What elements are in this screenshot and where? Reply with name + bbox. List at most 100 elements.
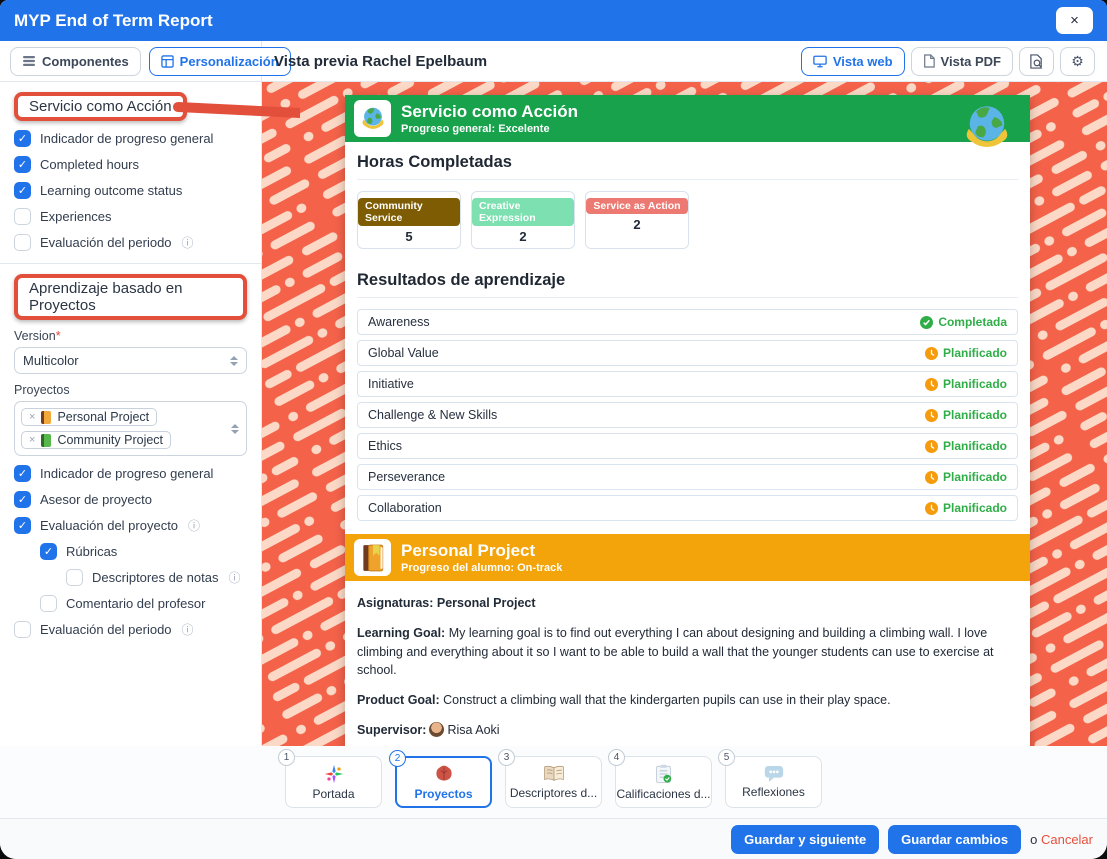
report-steps-bar: 1 Portada 2 Proyectos 3 Descriptores d..…: [0, 746, 1107, 818]
checkbox-checked[interactable]: ✓: [14, 491, 31, 508]
remove-tag-icon[interactable]: ×: [29, 411, 36, 423]
checkbox-unchecked[interactable]: [14, 621, 31, 638]
hours-section-heading: Horas Completadas: [357, 144, 1018, 180]
checkbox-label: Experiences: [40, 209, 112, 224]
clock-icon: [925, 409, 938, 422]
saa-banner-subtitle: Progreso general: Excelente: [401, 122, 550, 135]
close-button[interactable]: ×: [1056, 7, 1093, 34]
brain-icon: [434, 764, 454, 784]
hour-value: 2: [633, 217, 641, 232]
supervisor-avatar: [429, 721, 445, 737]
gear-icon: ⚙: [1071, 52, 1084, 69]
modal-title: MYP End of Term Report: [14, 10, 213, 30]
version-value: Multicolor: [23, 353, 79, 368]
layers-icon: [22, 55, 36, 67]
step-portada[interactable]: 1 Portada: [278, 749, 382, 808]
checkbox-label: Indicador de progreso general: [40, 466, 214, 481]
hour-value: 5: [405, 229, 413, 244]
report-card: Servicio como Acción Progreso general: E…: [345, 95, 1030, 746]
checkbox-row: ✓ Evaluación del proyecto ⓘ: [14, 517, 247, 534]
tab-personalizacion[interactable]: Personalización: [148, 46, 291, 76]
outcome-label: Awareness: [368, 315, 430, 329]
save-and-next-button[interactable]: Guardar y siguiente: [731, 824, 880, 854]
outcome-row: Ethics Planificado: [357, 433, 1018, 459]
step-calificaciones[interactable]: 4 Calificaciones d...: [608, 749, 712, 808]
step-number: 4: [608, 749, 625, 766]
checkbox-unchecked[interactable]: [66, 569, 83, 586]
step-proyectos[interactable]: 2 Proyectos: [389, 750, 492, 808]
settings-button[interactable]: ⚙: [1060, 46, 1095, 76]
checkbox-row: Evaluación del periodo ⓘ: [14, 234, 247, 251]
checkbox-unchecked[interactable]: [14, 208, 31, 225]
modal-footer: Guardar y siguiente Guardar cambios o Ca…: [0, 818, 1107, 859]
proyectos-label: Proyectos: [14, 383, 70, 397]
cancel-link[interactable]: Cancelar: [1040, 831, 1093, 847]
globe-hands-watermark-icon: [958, 99, 1016, 157]
hour-card: Service as Action 2: [585, 191, 689, 249]
monitor-icon: [813, 55, 827, 68]
checkbox-row: ✓ Indicador de progreso general: [14, 130, 247, 147]
outcome-row: Challenge & New Skills Planificado: [357, 402, 1018, 428]
tab-personalizacion-label: Personalización: [179, 53, 279, 69]
step-reflexiones[interactable]: 5 Reflexiones: [718, 749, 822, 808]
project-banner-title: Personal Project: [401, 541, 536, 561]
pdf-file-icon: [923, 54, 935, 68]
clock-icon: [925, 471, 938, 484]
customization-sidebar: Servicio como Acción ✓ Indicador de prog…: [0, 82, 262, 746]
proyectos-multiselect[interactable]: × Personal Project × Community Project: [14, 401, 247, 456]
outcome-status: Planificado: [925, 501, 1007, 515]
checkbox-row: ✓ Indicador de progreso general: [14, 465, 247, 482]
checkbox-checked[interactable]: ✓: [14, 130, 31, 147]
checkbox-checked[interactable]: ✓: [14, 182, 31, 199]
project-banner: Personal Project Progreso del alumno: On…: [345, 534, 1030, 581]
outcome-label: Ethics: [368, 439, 403, 453]
checkbox-label: Evaluación del proyecto: [40, 518, 179, 533]
checkbox-label: Descriptores de notas: [92, 570, 219, 585]
hours-cards: Community Service 5 Creative Expression …: [357, 191, 1018, 249]
checkbox-checked[interactable]: ✓: [40, 543, 57, 560]
report-preview-area: Servicio como Acción Progreso general: E…: [262, 82, 1107, 746]
project-tag: × Personal Project: [21, 408, 158, 426]
toolbar-right: Vista previa Rachel Epelbaum Vista web V…: [262, 41, 1107, 81]
hour-badge: Creative Expression: [472, 198, 574, 226]
vista-web-button[interactable]: Vista web: [800, 46, 905, 76]
checkbox-row: Comentario del profesor: [40, 595, 247, 612]
clipboard-check-icon: [654, 764, 673, 784]
clock-icon: [925, 347, 938, 360]
step-number: 3: [498, 749, 515, 766]
project-tag-label: Personal Project: [57, 410, 150, 424]
preview-search-button[interactable]: [1019, 46, 1054, 76]
outcome-status: Planificado: [925, 408, 1007, 422]
required-mark: *: [55, 329, 61, 343]
check-icon: ✓: [17, 133, 28, 145]
toolbar-left: Componentes Personalización: [0, 41, 291, 81]
checkbox-label: Asesor de proyecto: [40, 492, 153, 507]
version-label: Version*: [14, 329, 61, 343]
outcome-label: Challenge & New Skills: [368, 408, 498, 422]
step-descriptores[interactable]: 3 Descriptores d...: [498, 749, 602, 808]
outcome-status: Planificado: [925, 346, 1007, 360]
outcome-label: Global Value: [368, 346, 439, 360]
check-icon: ✓: [43, 546, 54, 558]
checkbox-unchecked[interactable]: [40, 595, 57, 612]
info-icon: ⓘ: [181, 236, 194, 250]
save-changes-button[interactable]: Guardar cambios: [888, 824, 1022, 854]
checkbox-checked[interactable]: ✓: [14, 156, 31, 173]
project-banner-subtitle: Progreso del alumno: On-track: [401, 561, 563, 574]
checkbox-label: Learning outcome status: [40, 183, 183, 198]
saa-banner-title: Servicio como Acción: [401, 102, 578, 122]
outcome-label: Initiative: [368, 377, 414, 391]
vista-pdf-button[interactable]: Vista PDF: [910, 46, 1013, 76]
preview-title: Vista previa Rachel Epelbaum: [274, 52, 488, 70]
outcome-row: Awareness Completada: [357, 309, 1018, 335]
step-number: 2: [389, 750, 406, 767]
checkbox-checked[interactable]: ✓: [14, 465, 31, 482]
tab-componentes[interactable]: Componentes: [10, 46, 141, 76]
main-area: Servicio como Acción ✓ Indicador de prog…: [0, 82, 1107, 746]
checkbox-unchecked[interactable]: [14, 234, 31, 251]
version-select[interactable]: Multicolor: [14, 347, 247, 374]
remove-tag-icon[interactable]: ×: [29, 434, 36, 446]
checkbox-checked[interactable]: ✓: [14, 517, 31, 534]
hour-card: Creative Expression 2: [471, 191, 575, 249]
